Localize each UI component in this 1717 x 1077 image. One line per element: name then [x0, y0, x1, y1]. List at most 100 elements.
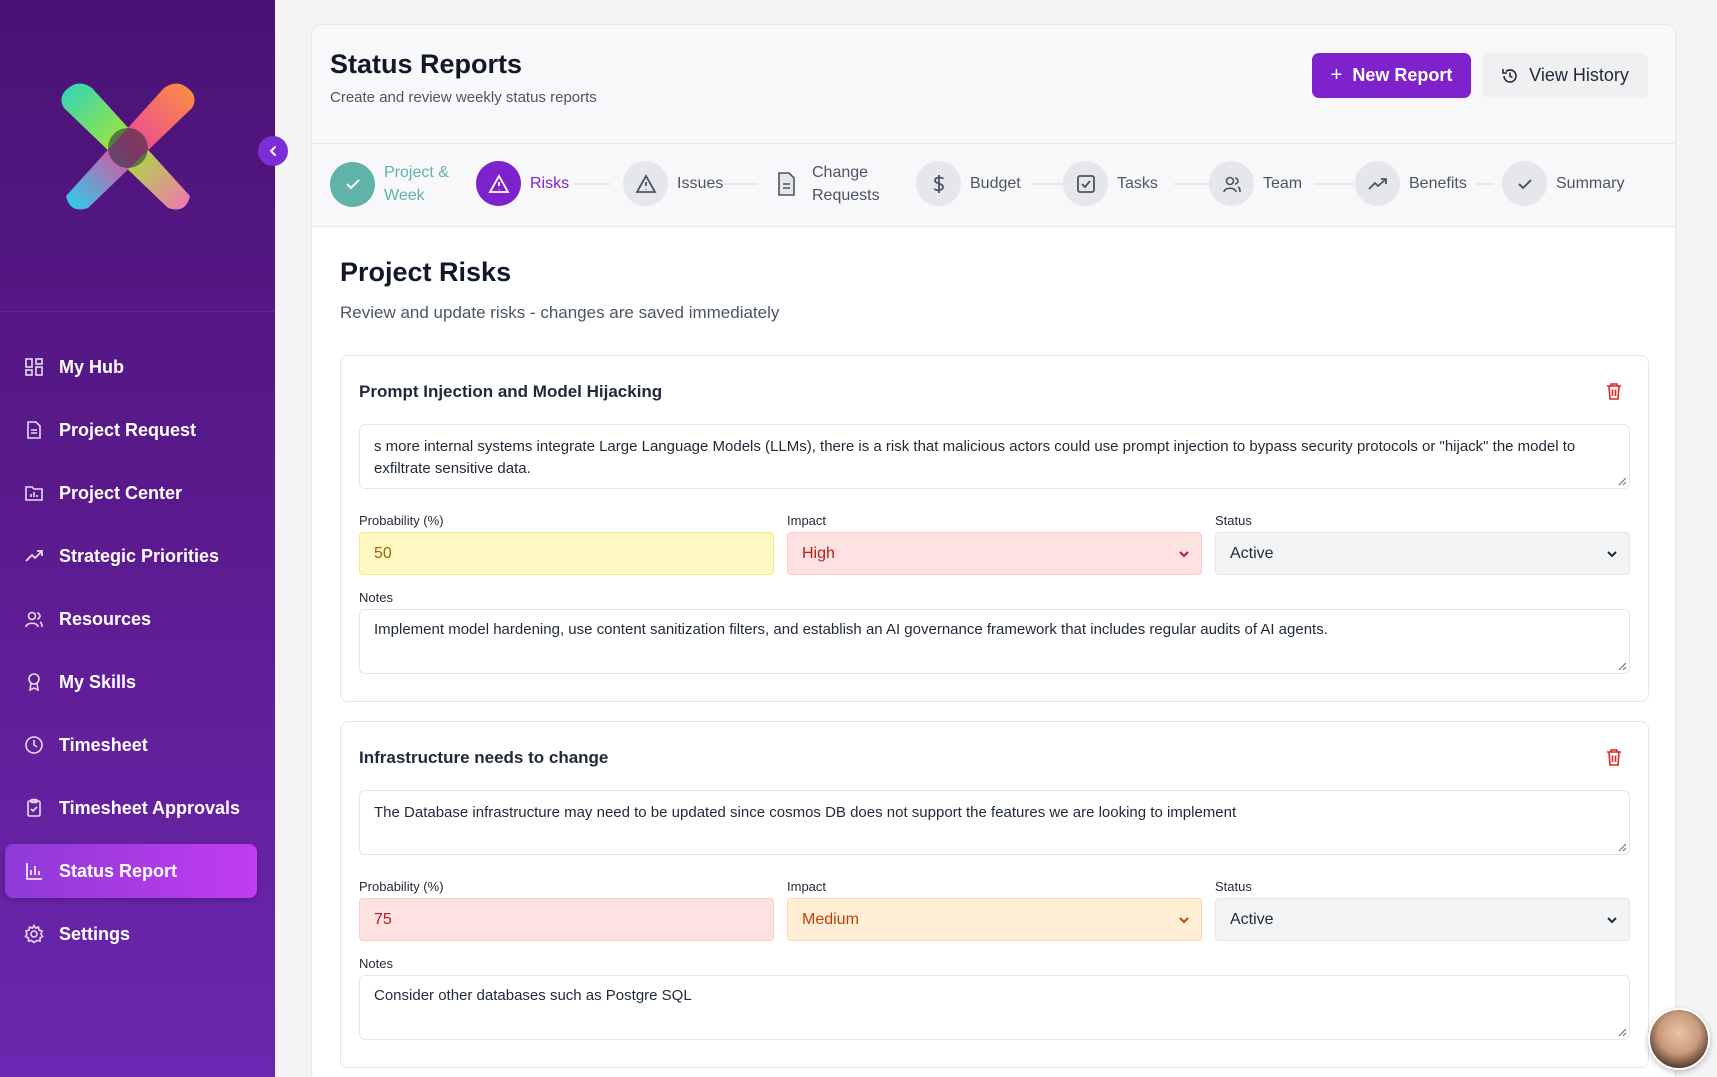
new-report-button[interactable]: + New Report	[1312, 53, 1471, 98]
report-stepper: Project & Week Risks Issues Change Request…	[312, 144, 1675, 227]
sidebar-item-label: Resources	[59, 608, 152, 629]
risk-description-text: s more internal systems integrate Large …	[374, 438, 1576, 477]
section-title: Project Risks	[340, 257, 512, 287]
step-team[interactable]: Team	[1209, 161, 1302, 206]
risk-description-textarea[interactable]: The Database infrastructure may need to …	[359, 790, 1630, 855]
step-connector	[1032, 183, 1068, 185]
gear-icon	[23, 923, 45, 945]
step-connector	[1174, 183, 1214, 185]
probability-label: Probability (%)	[359, 879, 444, 894]
notes-textarea[interactable]: Consider other databases such as Postgre…	[359, 975, 1630, 1040]
status-select[interactable]: Active	[1215, 532, 1630, 575]
probability-input[interactable]: 75	[359, 898, 774, 941]
sidebar-item-label: Timesheet	[59, 734, 148, 755]
step-label: Budget	[970, 175, 1021, 192]
sidebar-item-my-hub[interactable]: My Hub	[5, 340, 257, 394]
trash-icon[interactable]	[1606, 748, 1622, 766]
step-change-requests[interactable]: Change Requests	[769, 161, 880, 207]
step-label: Benefits	[1409, 175, 1467, 192]
sidebar-item-label: Project Request	[59, 419, 197, 440]
risk-description-text: The Database infrastructure may need to …	[374, 804, 1237, 821]
step-label: Team	[1263, 175, 1303, 192]
step-risks[interactable]: Risks	[476, 161, 569, 206]
chevron-down-icon	[1177, 547, 1191, 561]
view-history-label: View History	[1529, 65, 1629, 85]
step-label-line2: Requests	[812, 187, 880, 204]
sidebar-item-timesheet[interactable]: Timesheet	[5, 718, 257, 772]
page-title: Status Reports	[330, 49, 523, 79]
step-connector	[722, 183, 758, 185]
collapse-sidebar-button[interactable]	[258, 136, 288, 166]
probability-label: Probability (%)	[359, 513, 444, 528]
probability-value: 75	[374, 910, 392, 928]
notes-text: Implement model hardening, use content s…	[374, 621, 1328, 638]
risk-description-textarea[interactable]: s more internal systems integrate Large …	[359, 424, 1630, 489]
status-value: Active	[1230, 544, 1274, 562]
step-budget[interactable]: Budget	[916, 161, 1021, 206]
step-label: Issues	[677, 175, 724, 192]
sidebar-item-my-skills[interactable]: My Skills	[5, 655, 257, 709]
sidebar-item-label: Status Report	[59, 860, 178, 881]
sidebar-item-resources[interactable]: Resources	[5, 592, 257, 646]
step-project-week[interactable]: Project & Week	[330, 161, 449, 207]
status-select[interactable]: Active	[1215, 898, 1630, 941]
risk-card: Prompt Injection and Model Hijacking s m…	[340, 355, 1649, 702]
section-subtitle: Review and update risks - changes are sa…	[340, 303, 780, 322]
notes-label: Notes	[359, 956, 393, 971]
impact-value: Medium	[802, 910, 859, 928]
sidebar-item-status-report[interactable]: Status Report	[5, 844, 257, 898]
trend-up-icon	[23, 545, 45, 567]
step-connector	[574, 183, 610, 185]
step-connector	[1476, 183, 1494, 185]
impact-label: Impact	[787, 879, 827, 894]
step-issues[interactable]: Issues	[623, 161, 723, 206]
step-label: Change Requests	[812, 161, 880, 207]
probability-input[interactable]: 50	[359, 532, 774, 575]
trash-icon[interactable]	[1606, 382, 1622, 400]
step-summary[interactable]: Summary	[1502, 161, 1624, 206]
plus-icon: +	[1330, 64, 1343, 86]
check-icon	[330, 161, 375, 207]
resize-handle-icon[interactable]	[1617, 476, 1627, 486]
impact-select[interactable]: Medium	[787, 898, 1202, 941]
chevron-down-icon	[1605, 547, 1619, 561]
resize-handle-icon[interactable]	[1617, 661, 1627, 671]
step-label-line1: Change	[812, 164, 869, 181]
checkbox-icon	[1063, 161, 1108, 206]
risk-title: Prompt Injection and Model Hijacking	[359, 382, 663, 401]
probability-value: 50	[374, 544, 392, 562]
impact-select[interactable]: High	[787, 532, 1202, 575]
check-icon	[1502, 161, 1547, 206]
folder-chart-icon	[23, 482, 45, 504]
view-history-button[interactable]: View History	[1482, 53, 1648, 98]
status-value: Active	[1230, 910, 1274, 928]
document-icon	[769, 162, 803, 207]
logo-area	[0, 0, 275, 312]
notes-text: Consider other databases such as Postgre…	[374, 987, 692, 1004]
users-icon	[23, 608, 45, 630]
resize-handle-icon[interactable]	[1617, 842, 1627, 852]
sidebar-item-timesheet-approvals[interactable]: Timesheet Approvals	[5, 781, 257, 835]
notes-textarea[interactable]: Implement model hardening, use content s…	[359, 609, 1630, 674]
sidebar-item-project-center[interactable]: Project Center	[5, 466, 257, 520]
assistant-avatar[interactable]	[1648, 1008, 1710, 1070]
step-benefits[interactable]: Benefits	[1355, 161, 1467, 206]
resize-handle-icon[interactable]	[1617, 1027, 1627, 1037]
history-icon	[1501, 67, 1519, 85]
sidebar-item-label: My Hub	[59, 356, 124, 377]
sidebar-item-project-request[interactable]: Project Request	[5, 403, 257, 457]
bar-chart-icon	[23, 860, 45, 882]
step-label-line1: Project &	[384, 164, 449, 181]
step-tasks[interactable]: Tasks	[1063, 161, 1158, 206]
trend-up-icon	[1355, 161, 1400, 206]
risk-title: Infrastructure needs to change	[359, 748, 609, 767]
award-icon	[23, 671, 45, 693]
step-label: Risks	[530, 175, 570, 192]
sidebar-item-strategic-priorities[interactable]: Strategic Priorities	[5, 529, 257, 583]
sidebar-item-settings[interactable]: Settings	[5, 907, 257, 961]
step-label: Project & Week	[384, 161, 449, 207]
new-report-label: New Report	[1352, 65, 1453, 85]
app-logo	[61, 83, 195, 210]
page-header: Status Reports Create and review weekly …	[312, 25, 1675, 144]
chevron-down-icon	[1177, 913, 1191, 927]
